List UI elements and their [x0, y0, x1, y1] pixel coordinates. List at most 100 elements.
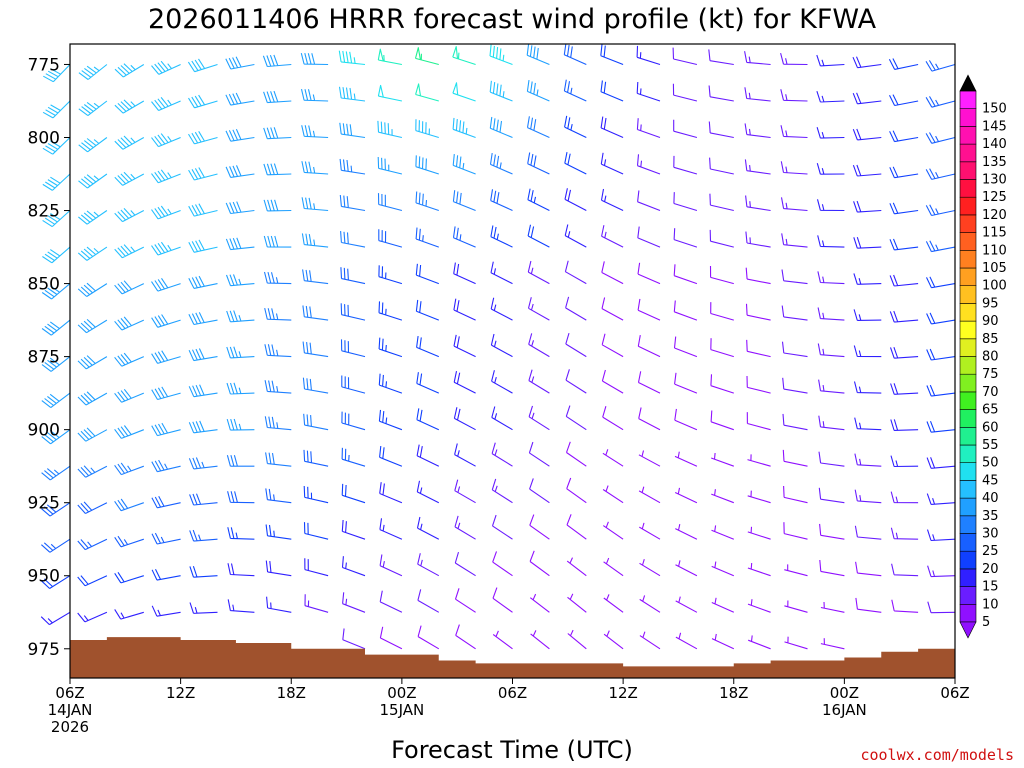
wind-barb — [339, 158, 366, 175]
wind-barb — [854, 453, 882, 467]
wind-barb — [78, 210, 108, 225]
x-tick-label: 2026 — [51, 718, 89, 736]
colorbar-label: 45 — [982, 473, 999, 488]
wind-barb — [675, 596, 698, 613]
colorbar-label: 65 — [982, 403, 999, 418]
wind-barb — [529, 514, 550, 540]
wind-barb — [114, 388, 145, 403]
wind-barb — [226, 310, 255, 323]
wind-barb — [151, 605, 181, 617]
colorbar-cell — [959, 462, 977, 481]
wind-barb — [151, 386, 181, 401]
wind-barb — [415, 263, 439, 285]
wind-barb — [379, 554, 403, 577]
wind-barb — [708, 85, 734, 102]
wind-barb — [565, 441, 587, 467]
wind-barb — [816, 91, 845, 103]
y-tick-label: 825 — [28, 202, 60, 222]
colorbar-label: 60 — [982, 420, 999, 435]
wind-barb — [852, 92, 882, 105]
wind-barb — [266, 596, 292, 613]
wind-barb — [263, 271, 292, 285]
wind-barb — [417, 553, 440, 577]
wind-barb — [489, 153, 513, 175]
colorbar-cell — [959, 303, 977, 322]
wind-barb — [264, 416, 292, 431]
wind-barb — [377, 156, 403, 175]
colorbar-label: 55 — [982, 438, 999, 453]
wind-barb — [301, 233, 329, 248]
wind-barb — [187, 58, 218, 73]
colorbar-cell — [959, 214, 977, 233]
wind-barb — [926, 457, 956, 469]
wind-barb — [77, 391, 108, 406]
wind-barb — [747, 490, 771, 504]
wind-barb — [672, 83, 698, 102]
wind-barb — [637, 335, 661, 358]
x-tick-label: 16JAN — [822, 701, 867, 719]
wind-barb — [601, 333, 624, 358]
wind-barb — [491, 478, 513, 504]
wind-barb — [226, 346, 255, 359]
wind-barb — [926, 421, 956, 433]
wind-barb — [454, 588, 476, 613]
wind-barb — [564, 115, 587, 138]
wind-barb — [416, 480, 440, 504]
wind-barb — [781, 305, 808, 321]
wind-barb — [820, 638, 845, 650]
colorbar-label: 100 — [982, 279, 1007, 294]
wind-barb — [264, 307, 292, 321]
colorbar-label: 15 — [982, 580, 999, 595]
colorbar-label: 40 — [982, 491, 999, 506]
wind-barb — [637, 371, 661, 394]
wind-barb — [41, 319, 71, 336]
wind-barb — [301, 161, 329, 175]
wind-barb — [745, 231, 771, 248]
colorbar-cell — [959, 179, 977, 198]
wind-barb — [817, 271, 845, 285]
wind-barb — [77, 427, 108, 442]
wind-barb — [489, 116, 513, 139]
wind-barb — [784, 636, 808, 650]
wind-barb — [227, 491, 255, 504]
wind-barb — [341, 411, 366, 431]
wind-barb — [300, 88, 329, 102]
wind-barb — [782, 377, 808, 394]
wind-barb — [263, 127, 292, 140]
wind-barb — [379, 590, 403, 613]
colorbar-label: 105 — [982, 261, 1007, 276]
wind-barb — [638, 407, 661, 431]
wind-barb — [415, 191, 439, 212]
wind-barb — [709, 157, 734, 175]
wind-barb — [227, 527, 255, 540]
wind-barb — [528, 369, 550, 394]
wind-barb — [225, 56, 255, 70]
wind-barb — [43, 64, 71, 83]
wind-barb — [853, 200, 882, 213]
colorbar-label: 145 — [982, 119, 1007, 134]
colorbar-label: 95 — [982, 296, 999, 311]
wind-barb — [77, 355, 108, 370]
wind-barb — [377, 48, 403, 66]
wind-barb — [227, 599, 255, 613]
wind-barb — [379, 482, 403, 504]
wind-barb — [188, 94, 218, 109]
wind-barb — [302, 305, 329, 321]
wind-barb — [452, 46, 476, 66]
wind-barb — [780, 161, 808, 175]
wind-barb — [925, 132, 956, 144]
x-tick-label: 06Z — [940, 684, 969, 702]
wind-barb — [188, 275, 218, 289]
wind-barb — [151, 169, 181, 184]
wind-barb — [639, 559, 661, 577]
wind-barb — [711, 452, 734, 467]
colorbar-label: 10 — [982, 597, 999, 612]
wind-barb — [816, 199, 845, 212]
wind-barb — [747, 562, 771, 577]
wind-barb — [747, 454, 771, 467]
wind-barb — [302, 377, 329, 394]
wind-barb — [491, 442, 513, 467]
wind-barb — [926, 384, 956, 397]
wind-barb — [780, 89, 808, 102]
wind-barb — [490, 297, 513, 321]
